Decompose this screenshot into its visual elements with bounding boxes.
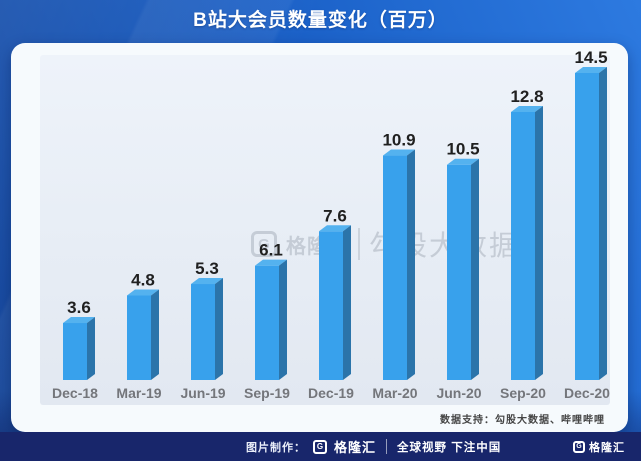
footer-slogan: 全球视野 下注中国 [397, 441, 502, 454]
watermark: G 格隆汇 勾股大数据 [251, 224, 519, 264]
watermark-brand: 格隆汇 [286, 235, 349, 258]
footer-bar: 图片制作： G 格隆汇 全球视野 下注中国 G 格隆汇 [0, 432, 641, 461]
footer-right-brand: 格隆汇 [589, 441, 625, 454]
page-title: B站大会员数量变化（百万） [193, 10, 448, 31]
gelonghui-logo-icon: G [573, 440, 585, 453]
gelonghui-logo-icon: G [313, 439, 327, 454]
footer-divider [386, 439, 388, 454]
data-source-note: 数据支持：勾股大数据、哔哩哔哩 [440, 415, 605, 426]
gelonghui-logo-icon: G [251, 231, 277, 257]
footer-brand: 格隆汇 [334, 440, 377, 455]
footer-right-logo: G 格隆汇 [573, 432, 625, 461]
footer-made-by-label: 图片制作： [246, 441, 306, 454]
chart-card: G 格隆汇 勾股大数据 数据支持：勾股大数据、哔哩哔哩 [11, 43, 628, 432]
watermark-divider [358, 228, 360, 260]
footer-credit: 图片制作： G 格隆汇 全球视野 下注中国 [246, 432, 501, 461]
plot-area: G 格隆汇 勾股大数据 [40, 55, 610, 405]
watermark-label: 勾股大数据 [369, 230, 520, 261]
